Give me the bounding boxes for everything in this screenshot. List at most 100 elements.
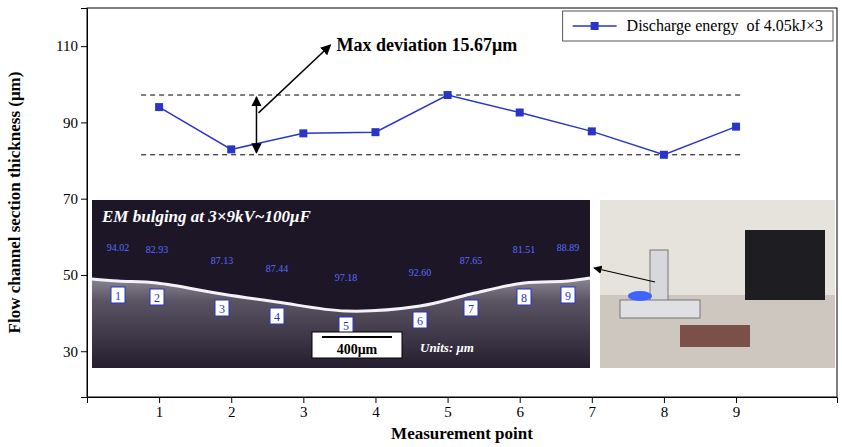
legend-box [563, 11, 833, 41]
scale-bar [322, 336, 392, 338]
inset-label-box [517, 289, 531, 305]
inset-label-box [111, 287, 125, 303]
annotation-arrow [258, 45, 330, 113]
tick: 110 [56, 38, 87, 54]
axis-line [81, 9, 88, 398]
tick-label: 90 [63, 115, 78, 131]
scale-bar-box [312, 332, 402, 358]
reference-line [141, 95, 744, 96]
tick-mark [81, 122, 87, 123]
data-point [516, 108, 524, 116]
inset-point-label: 8 [521, 291, 527, 305]
tick: 70 [63, 191, 87, 207]
inset-point-label: 4 [274, 310, 280, 324]
tick-label: 50 [63, 267, 78, 283]
tick: 30 [63, 344, 87, 360]
deviation-arrow [256, 97, 258, 153]
annotation: Max deviation 15.67μm [336, 35, 517, 55]
data-point [371, 128, 379, 136]
tick-mark [159, 397, 160, 403]
tick-label: 7 [589, 404, 597, 420]
inset-reading: 94.02 [107, 242, 130, 253]
tick-label: 110 [56, 38, 78, 54]
plot-frame [87, 8, 837, 397]
data-area [141, 91, 744, 159]
tick-label: 9 [733, 404, 741, 420]
x-axis: 1 2 3 4 5 6 7 8 9 [88, 397, 838, 420]
inset-point-label: 3 [219, 302, 225, 316]
inset-reading: 81.51 [513, 244, 536, 255]
tick-mark [664, 397, 665, 403]
tick-mark [81, 199, 87, 200]
photo-cloth [680, 325, 750, 347]
inset-reading: 88.89 [557, 242, 580, 253]
series-line [159, 95, 736, 155]
inset-section [92, 278, 590, 368]
x-axis-title: Measurement point [391, 424, 533, 443]
photo-stage [620, 300, 700, 318]
inset-point-label: 9 [565, 289, 571, 303]
inset-label-box [150, 289, 164, 305]
legend-item: Discharge energy of 4.05kJ×3 [573, 17, 823, 35]
tick: 90 [63, 115, 87, 131]
tick-label: 4 [372, 404, 380, 420]
tick-mark [81, 351, 87, 352]
inset-point-label: 7 [468, 302, 474, 316]
inset-reading: 82.93 [146, 244, 169, 255]
tick-mark [303, 397, 304, 403]
inset-title: EM bulging at 3×9kV~100μF [101, 207, 311, 226]
chart: 30 50 70 90 110 1 2 3 4 5 6 7 8 9 Max deviation 15.67μ… [0, 0, 842, 447]
legend-label: Discharge energy of 4.05kJ×3 [627, 17, 823, 35]
tick: 3 [300, 397, 308, 420]
inset-point-label: 5 [343, 319, 349, 333]
tick-label: 30 [63, 344, 78, 360]
inset-reading: 87.65 [460, 255, 483, 266]
inset-reading: 97.18 [335, 272, 358, 283]
inset-background [92, 200, 590, 368]
inset-label-box [561, 287, 575, 303]
photo [600, 200, 835, 368]
inset-label-box [215, 300, 229, 316]
inset-units: Units: μm [420, 340, 474, 355]
tick-mark [231, 397, 232, 403]
photo-light [628, 291, 652, 301]
legend: Discharge energy of 4.05kJ×3 [563, 11, 833, 41]
tick-label: 8 [661, 404, 669, 420]
tick-mark [448, 397, 449, 403]
tick-mark [81, 46, 87, 47]
plot: 30 50 70 90 110 1 2 3 4 5 6 7 8 9 Max deviation 15.67μ… [56, 8, 837, 420]
tick-label: 1 [156, 404, 164, 420]
inset-reading: 87.44 [266, 263, 289, 274]
tick: 1 [156, 397, 164, 420]
data-point [227, 145, 235, 153]
axis-line [88, 398, 838, 404]
y-axis-title: Flow channel section thickness (μm) [5, 72, 24, 334]
tick: 50 [63, 267, 87, 283]
tick-label: 70 [63, 191, 78, 207]
legend-marker [591, 22, 599, 30]
inset-point-label: 2 [154, 291, 160, 305]
data-point [444, 91, 452, 99]
photo-arrow [594, 268, 655, 282]
tick: 4 [372, 397, 380, 420]
tick-mark [520, 397, 521, 403]
data-point [588, 127, 596, 135]
inset-point-label: 1 [115, 289, 121, 303]
data-point [732, 123, 740, 131]
tick-mark [375, 397, 376, 403]
tick: 9 [733, 397, 741, 420]
tick: 5 [444, 397, 452, 420]
tick: 2 [228, 397, 236, 420]
y-axis: 30 50 70 90 110 [56, 9, 87, 398]
inset-point-label: 6 [417, 314, 423, 328]
tick-label: 3 [300, 404, 308, 420]
inset-reading: 92.60 [409, 267, 432, 278]
tick: 7 [589, 397, 597, 420]
inset-reading: 87.13 [211, 255, 234, 266]
photo-monitor [745, 230, 825, 300]
tick-mark [81, 275, 87, 276]
data-point [299, 129, 307, 137]
tick: 6 [516, 397, 524, 420]
tick-mark [736, 397, 737, 403]
inset-label-box [339, 317, 353, 333]
